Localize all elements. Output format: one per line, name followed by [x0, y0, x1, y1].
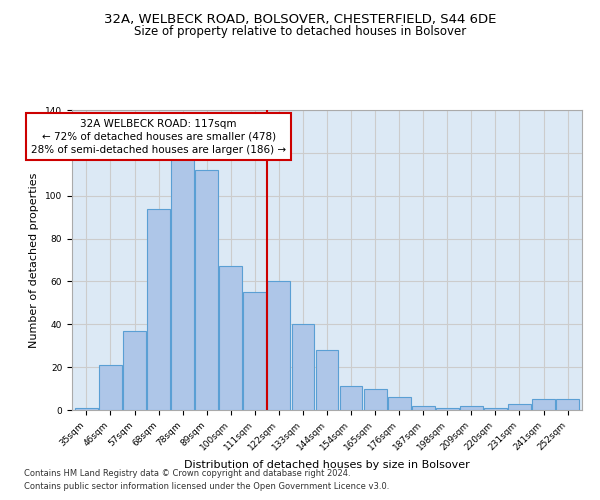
Bar: [220, 266, 242, 410]
Bar: [195, 170, 218, 410]
Bar: [244, 292, 266, 410]
Bar: [316, 350, 338, 410]
Bar: [99, 365, 122, 410]
Bar: [147, 208, 170, 410]
Text: Size of property relative to detached houses in Bolsover: Size of property relative to detached ho…: [134, 25, 466, 38]
X-axis label: Distribution of detached houses by size in Bolsover: Distribution of detached houses by size …: [184, 460, 470, 470]
Bar: [268, 282, 290, 410]
Bar: [123, 330, 146, 410]
Bar: [171, 157, 194, 410]
Bar: [412, 406, 434, 410]
Bar: [292, 324, 314, 410]
Bar: [364, 388, 386, 410]
Text: Contains public sector information licensed under the Open Government Licence v3: Contains public sector information licen…: [24, 482, 389, 491]
Bar: [75, 408, 98, 410]
Y-axis label: Number of detached properties: Number of detached properties: [29, 172, 40, 348]
Text: 32A WELBECK ROAD: 117sqm
← 72% of detached houses are smaller (478)
28% of semi-: 32A WELBECK ROAD: 117sqm ← 72% of detach…: [31, 118, 286, 155]
Bar: [340, 386, 362, 410]
Bar: [532, 400, 555, 410]
Text: Contains HM Land Registry data © Crown copyright and database right 2024.: Contains HM Land Registry data © Crown c…: [24, 468, 350, 477]
Bar: [508, 404, 531, 410]
Bar: [556, 400, 579, 410]
Text: 32A, WELBECK ROAD, BOLSOVER, CHESTERFIELD, S44 6DE: 32A, WELBECK ROAD, BOLSOVER, CHESTERFIEL…: [104, 12, 496, 26]
Bar: [460, 406, 483, 410]
Bar: [388, 397, 410, 410]
Bar: [436, 408, 459, 410]
Bar: [484, 408, 507, 410]
